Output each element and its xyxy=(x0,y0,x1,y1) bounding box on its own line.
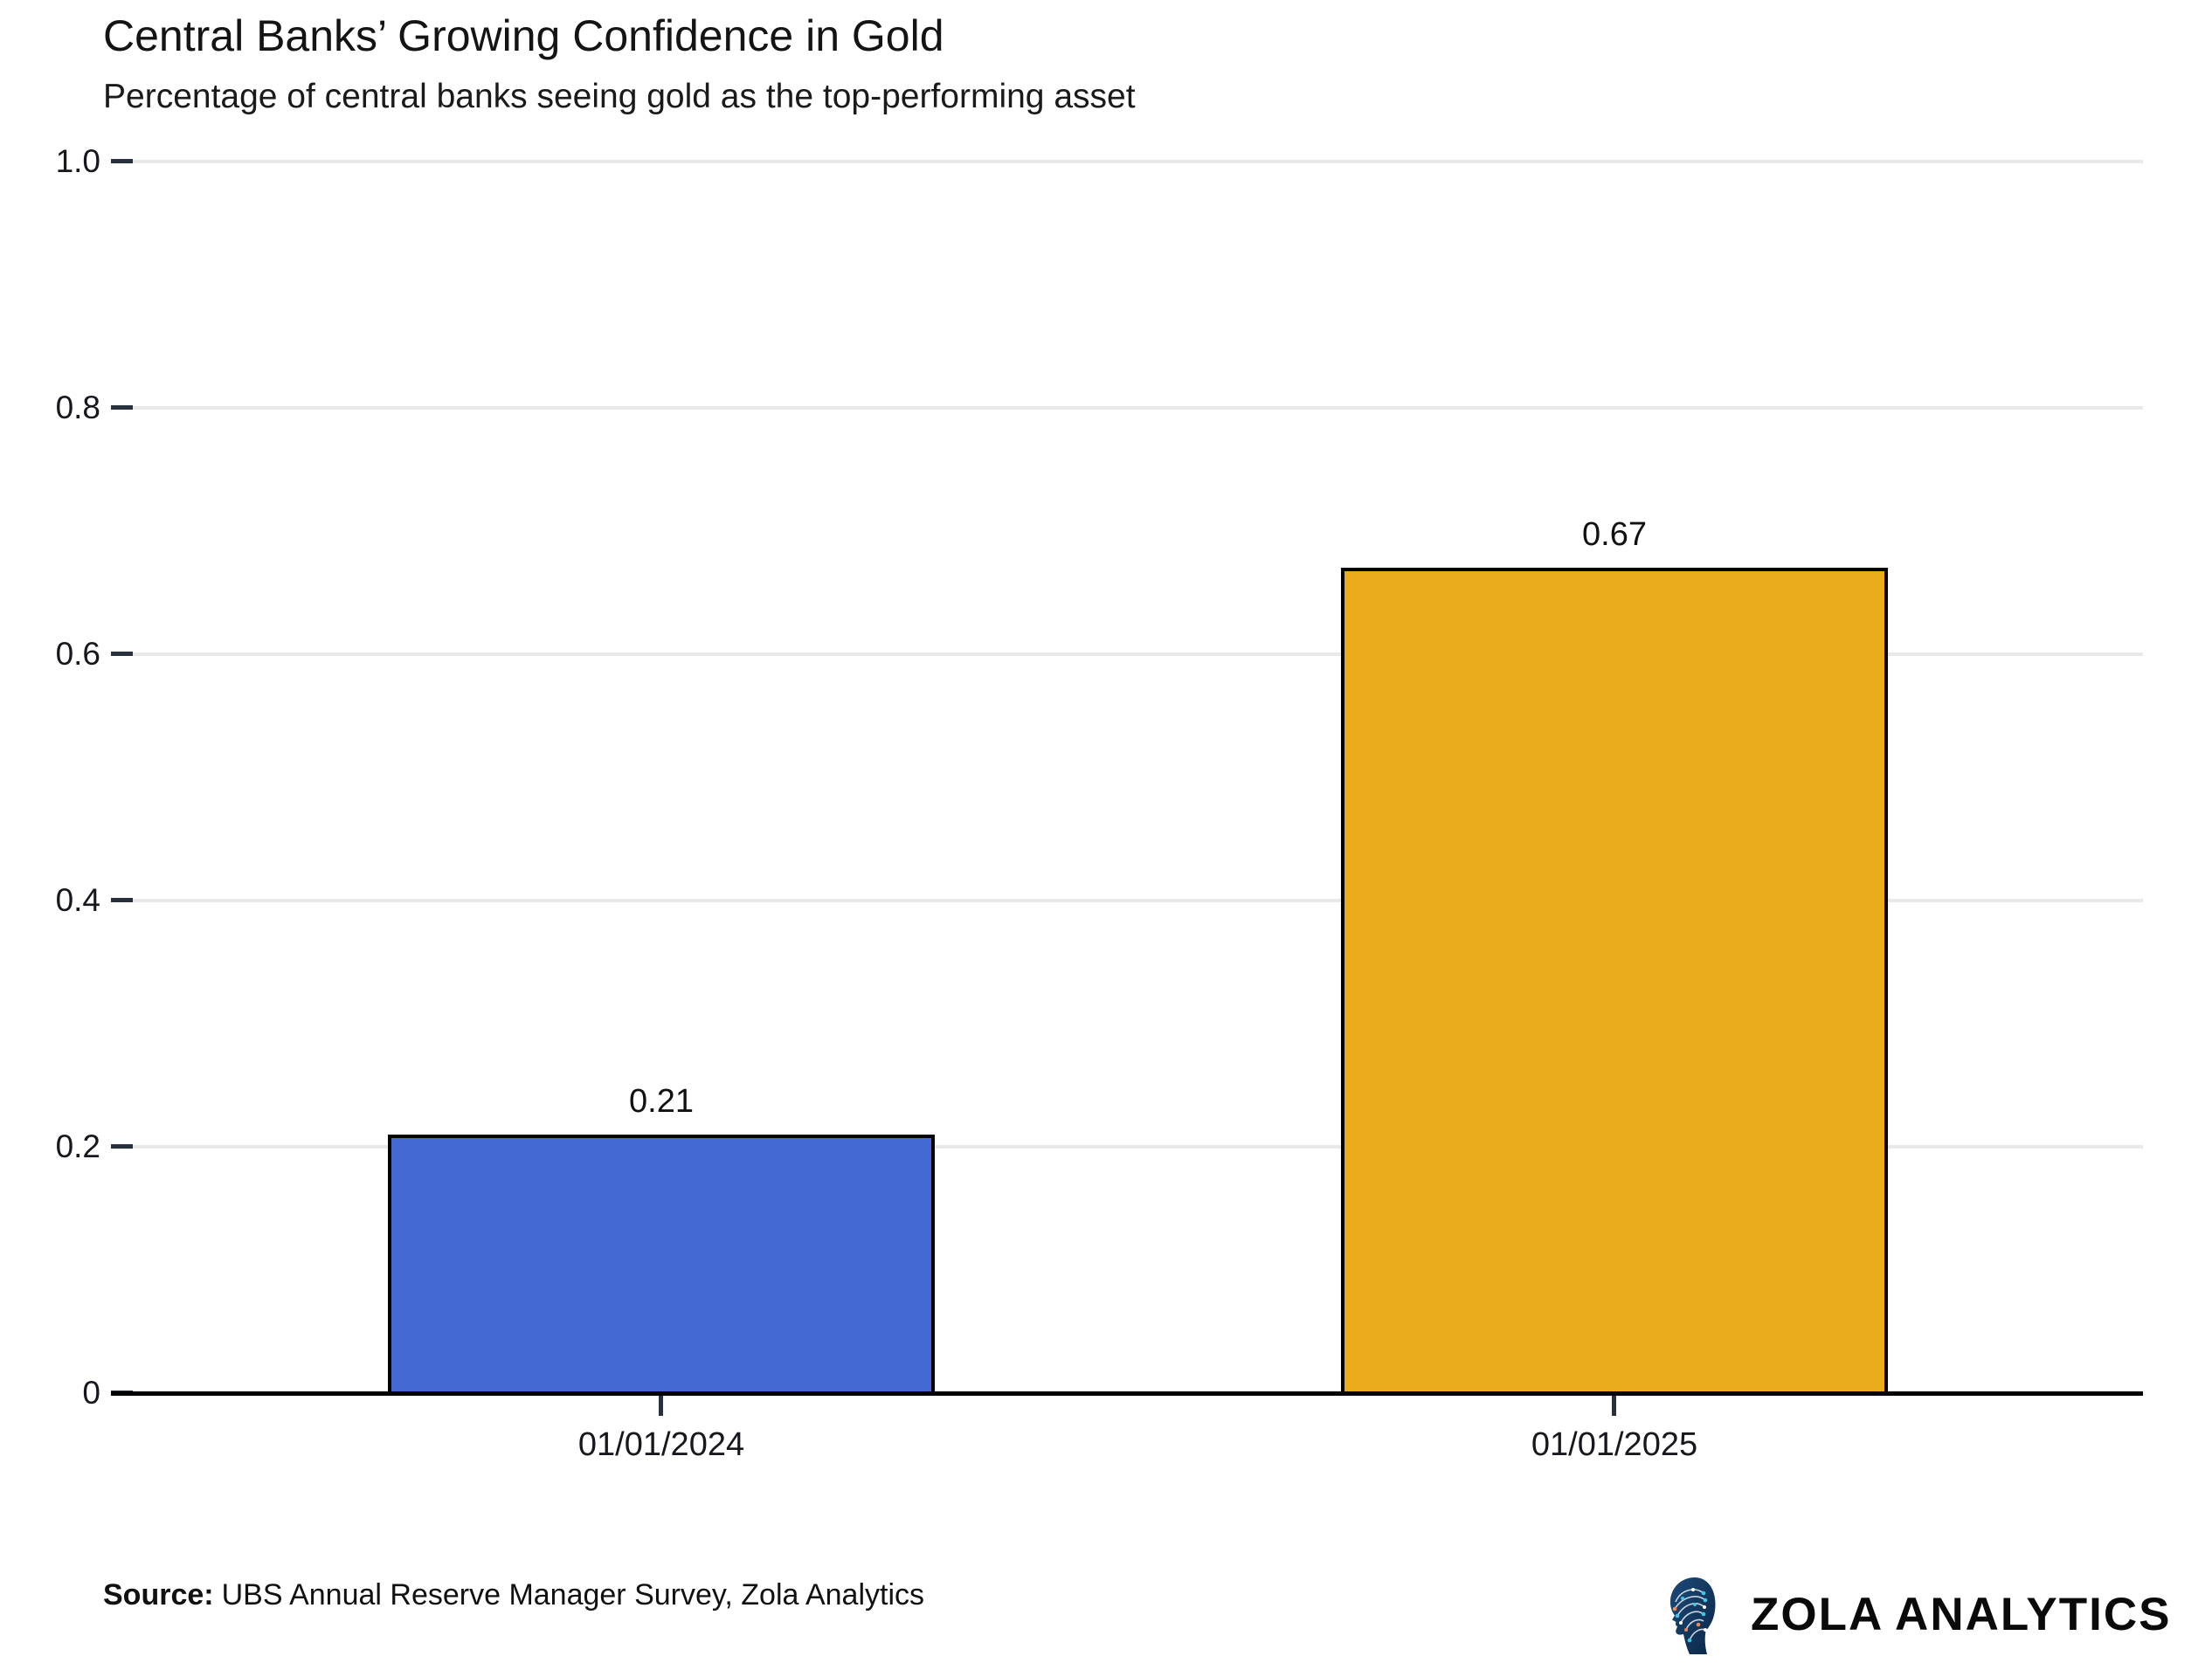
source-text: UBS Annual Reserve Manager Survey, Zola … xyxy=(221,1578,925,1611)
y-tick-label: 0.6 xyxy=(55,636,100,672)
y-axis-tick xyxy=(111,898,133,902)
source-note: Source: UBS Annual Reserve Manager Survey… xyxy=(103,1576,924,1614)
chart-title: Central Banks’ Growing Confidence in Gol… xyxy=(103,11,944,60)
y-tick-label: 0.4 xyxy=(55,882,100,918)
x-axis-tick xyxy=(1612,1396,1616,1416)
y-tick-label: 0.8 xyxy=(55,390,100,425)
gridline xyxy=(133,406,2143,410)
gridline xyxy=(133,1145,2143,1149)
y-tick-label: 0 xyxy=(82,1375,100,1411)
gridline xyxy=(133,899,2143,902)
bar-value-label: 0.67 xyxy=(1582,516,1647,554)
x-tick-label: 01/01/2025 xyxy=(1531,1426,1698,1463)
y-axis-tick xyxy=(111,1144,133,1149)
chart-subtitle: Percentage of central banks seeing gold … xyxy=(103,78,1136,115)
source-label: Source: xyxy=(103,1578,214,1611)
gridline xyxy=(133,160,2143,163)
x-axis-tick xyxy=(659,1396,663,1416)
bar-value-label: 0.21 xyxy=(629,1082,694,1120)
brand-name: ZOLA ANALYTICS xyxy=(1751,1589,2172,1640)
y-axis-tick xyxy=(111,652,133,656)
bar xyxy=(1341,568,1888,1395)
y-axis-tick xyxy=(111,405,133,410)
x-tick-label: 01/01/2024 xyxy=(577,1426,745,1463)
y-tick-label: 1.0 xyxy=(55,143,100,179)
brand-logo: ZOLA ANALYTICS xyxy=(1663,1572,2205,1660)
gridline xyxy=(133,652,2143,656)
y-tick-label: 0.2 xyxy=(55,1128,100,1164)
x-axis-line xyxy=(111,1391,2143,1396)
bar xyxy=(388,1134,935,1395)
y-axis-tick xyxy=(111,159,133,163)
